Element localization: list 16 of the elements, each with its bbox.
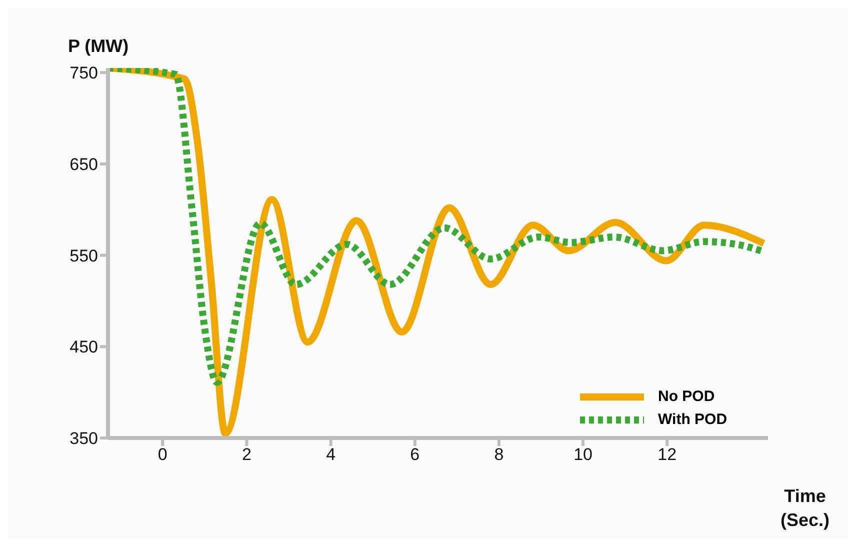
y-axis-title: P (MW) xyxy=(68,36,129,57)
x-axis-title: Time (Sec.) xyxy=(779,485,831,532)
y-tick-label: 750 xyxy=(70,64,98,83)
y-tick-label: 350 xyxy=(70,429,98,448)
y-tick-label: 550 xyxy=(70,246,98,266)
x-tick-label: 2 xyxy=(242,445,252,464)
x-tick-label: 8 xyxy=(494,445,504,464)
x-tick-label: 0 xyxy=(158,445,168,464)
y-tick-label: 650 xyxy=(70,154,98,174)
x-tick-label: 12 xyxy=(658,445,677,464)
x-tick-label: 10 xyxy=(574,445,592,464)
legend-label: No POD xyxy=(658,388,715,405)
x-tick-label: 4 xyxy=(326,445,336,464)
y-tick-label: 450 xyxy=(70,338,98,357)
legend-label: With POD xyxy=(658,411,728,428)
x-tick-label: 6 xyxy=(410,445,420,464)
